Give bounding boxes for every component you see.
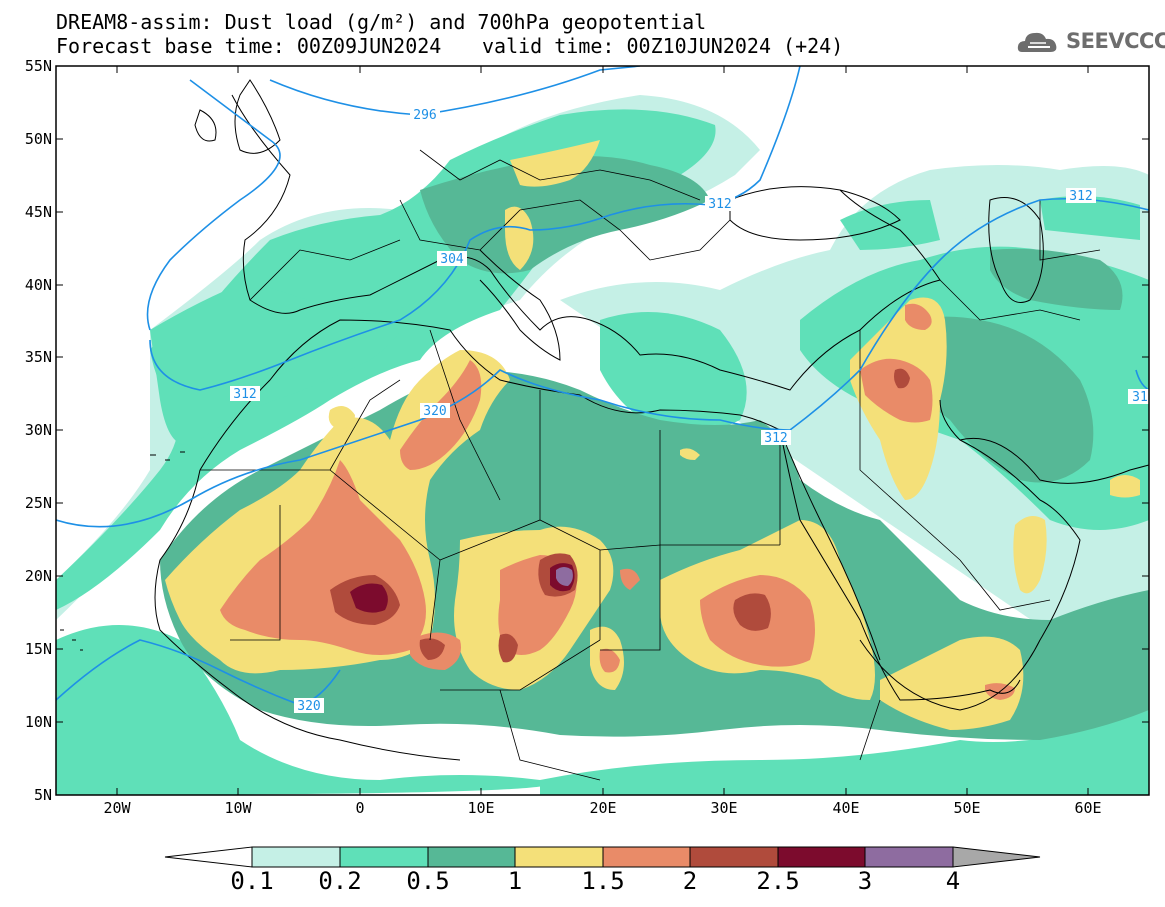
country-borders <box>200 149 1101 781</box>
dust-band-3 <box>556 567 573 586</box>
colorbar-swatch <box>777 846 866 868</box>
valid-time: valid time: 00Z10JUN2024 (+24) <box>482 34 844 58</box>
colorbar-label: 1.5 <box>581 867 625 895</box>
forecast-base-time: Forecast base time: 00Z09JUN2024 <box>56 34 442 58</box>
lat-label: 15N <box>24 640 52 658</box>
coastlines <box>60 79 1149 761</box>
map-plot-area: 296 304 312 320 312 320 312 312 31 <box>56 66 1149 795</box>
logo-text: SEEVCCC <box>1066 29 1165 53</box>
contour-label: 312 <box>764 431 787 446</box>
colorbar-label: 1 <box>507 867 523 895</box>
lon-label: 20W <box>103 799 131 817</box>
contour-label: 312 <box>708 197 731 212</box>
lat-label: 25N <box>24 494 52 512</box>
contour-304-west <box>146 79 281 331</box>
contour-label: 31 <box>1132 390 1148 405</box>
colorbar-label: 0.2 <box>318 867 362 895</box>
colorbar-swatch <box>339 846 429 868</box>
lon-label: 60E <box>1074 799 1102 817</box>
contour-312 <box>56 197 1149 528</box>
colorbar-swatch <box>427 846 516 868</box>
contour-labels: 296 304 312 320 312 320 312 312 31 <box>230 107 1149 714</box>
lon-label: 0 <box>355 799 365 817</box>
seevccc-logo <box>1017 32 1057 52</box>
colorbar-swatch <box>864 846 954 868</box>
colorbar-underflow <box>164 846 253 868</box>
colorbar-swatch <box>514 846 604 868</box>
lat-label: 5N <box>33 786 52 804</box>
contour-304 <box>149 66 801 391</box>
lat-label: 35N <box>24 348 52 366</box>
colorbar-label: 2.5 <box>756 867 800 895</box>
colorbar-label: 0.5 <box>406 867 450 895</box>
contour-label: 312 <box>1069 189 1092 204</box>
map-title: DREAM8-assim: Dust load (g/m²) and 700hP… <box>56 10 707 34</box>
lat-label: 55N <box>24 57 52 75</box>
colorbar-swatch <box>251 846 341 868</box>
lat-label: 10N <box>24 713 52 731</box>
contour-label: 296 <box>413 108 436 123</box>
colorbar-overflow <box>952 846 1041 868</box>
contour-label: 320 <box>423 404 446 419</box>
contour-label: 320 <box>297 699 320 714</box>
lon-label: 30E <box>710 799 738 817</box>
colorbar-swatch <box>689 846 779 868</box>
colorbar-label: 0.1 <box>230 867 274 895</box>
lon-label: 20E <box>589 799 617 817</box>
lat-label: 30N <box>24 421 52 439</box>
colorbar <box>164 846 1041 868</box>
lat-label: 20N <box>24 567 52 585</box>
lon-label: 50E <box>953 799 981 817</box>
contour-label: 312 <box>233 387 256 402</box>
contour-label: 304 <box>440 252 464 267</box>
geopotential-contours <box>56 66 1149 706</box>
lat-label: 50N <box>24 130 52 148</box>
lat-label: 40N <box>24 276 52 294</box>
lat-label: 45N <box>24 203 52 221</box>
axis-ticks <box>56 66 1149 795</box>
lon-label: 10W <box>224 799 252 817</box>
lon-label: 40E <box>832 799 860 817</box>
colorbar-swatch <box>602 846 691 868</box>
colorbar-label: 3 <box>857 867 873 895</box>
colorbar-label: 4 <box>945 867 961 895</box>
lon-label: 10E <box>467 799 495 817</box>
colorbar-label: 2 <box>682 867 698 895</box>
